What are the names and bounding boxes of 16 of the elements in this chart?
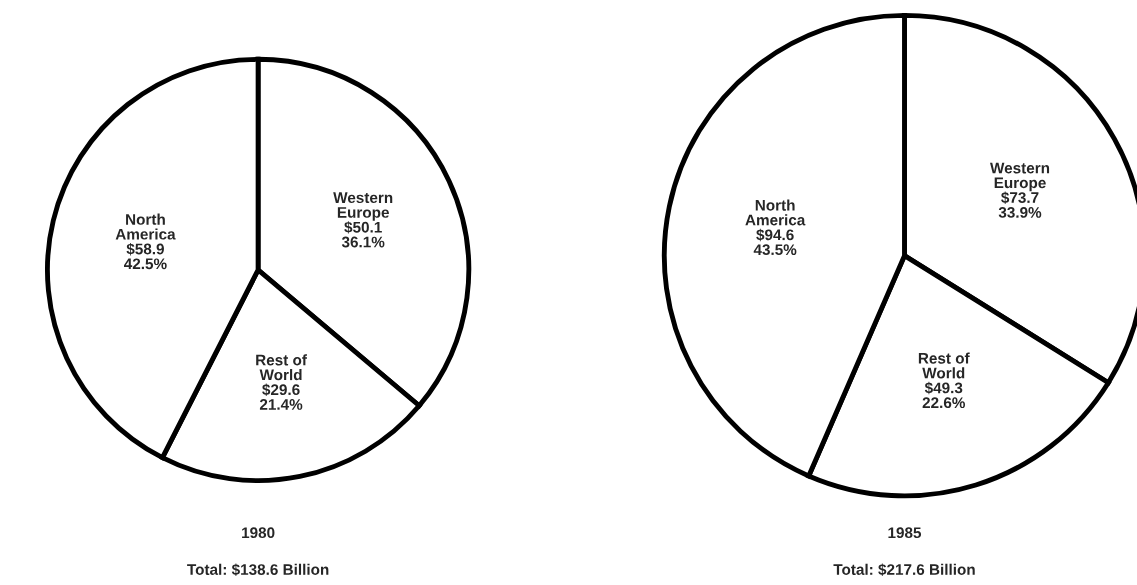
text: Total: $217.6 Billion [833,563,975,576]
text: 1985 [888,527,922,539]
text: Total: $138.6 Billion [187,563,329,576]
slice-label: Rest of World [256,354,307,381]
data-label: $58.9 42.5% [124,242,167,270]
text: 1980 [242,527,275,539]
slice-label: Western Europe [333,192,393,221]
data-label: $73.7 33.9% [998,191,1042,218]
data-label: $49.3 22.6% [922,381,966,409]
data-label: $29.6 21.4% [259,383,303,410]
slice-label: North America [115,213,176,240]
slice-label: North America [745,199,806,226]
data-label: $50.1 36.1% [341,221,385,248]
data-label: $94.6 43.5% [753,228,797,256]
slice-label: Rest of World [918,352,970,379]
slice-label: Western Europe [990,162,1050,192]
